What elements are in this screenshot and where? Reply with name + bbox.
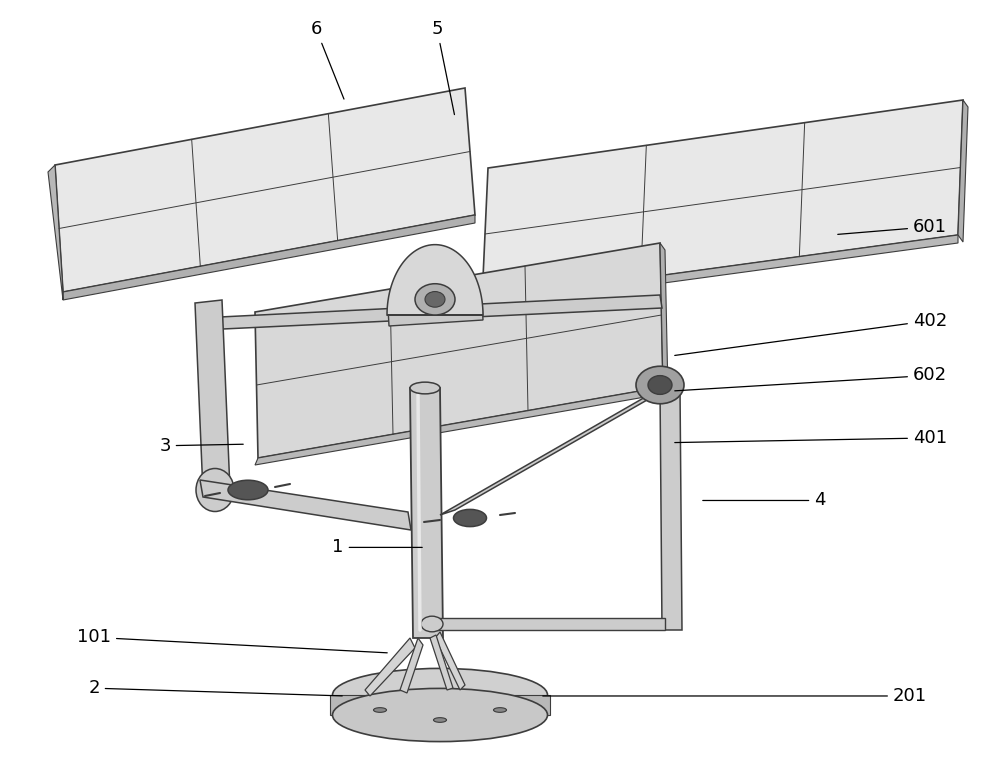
Polygon shape: [430, 635, 453, 690]
Text: 4: 4: [703, 491, 826, 510]
Ellipse shape: [494, 708, 507, 712]
Polygon shape: [48, 165, 63, 300]
Circle shape: [636, 366, 684, 404]
Circle shape: [425, 292, 445, 307]
Circle shape: [648, 375, 672, 394]
Ellipse shape: [434, 718, 446, 723]
Text: 402: 402: [675, 311, 947, 356]
Polygon shape: [482, 100, 963, 300]
Polygon shape: [400, 638, 423, 693]
Ellipse shape: [374, 708, 386, 712]
Polygon shape: [255, 243, 663, 458]
Text: 5: 5: [431, 20, 454, 115]
Polygon shape: [440, 388, 668, 515]
Polygon shape: [388, 302, 483, 326]
Ellipse shape: [332, 688, 548, 741]
Polygon shape: [330, 695, 550, 715]
Text: 3: 3: [159, 436, 243, 455]
Ellipse shape: [228, 480, 268, 500]
Ellipse shape: [454, 509, 486, 526]
Polygon shape: [958, 100, 968, 242]
Polygon shape: [660, 243, 668, 393]
Polygon shape: [200, 295, 662, 330]
Polygon shape: [195, 300, 230, 493]
Ellipse shape: [196, 468, 234, 511]
Text: 101: 101: [77, 628, 387, 653]
Polygon shape: [255, 387, 668, 465]
Polygon shape: [432, 618, 665, 630]
Polygon shape: [365, 638, 415, 696]
Text: 401: 401: [675, 429, 947, 447]
Ellipse shape: [410, 382, 440, 394]
Circle shape: [415, 284, 455, 315]
Polygon shape: [660, 388, 682, 630]
Polygon shape: [435, 632, 465, 690]
Ellipse shape: [332, 669, 548, 722]
Text: 6: 6: [310, 20, 344, 99]
Polygon shape: [387, 245, 483, 315]
Polygon shape: [55, 88, 475, 292]
Polygon shape: [480, 235, 958, 308]
Text: 201: 201: [543, 687, 927, 705]
Text: 2: 2: [88, 679, 342, 698]
Polygon shape: [200, 480, 411, 530]
Text: 601: 601: [838, 217, 947, 236]
Polygon shape: [410, 388, 443, 638]
Text: 602: 602: [675, 366, 947, 391]
Polygon shape: [63, 215, 475, 300]
Ellipse shape: [421, 616, 443, 632]
Text: 1: 1: [332, 538, 422, 557]
